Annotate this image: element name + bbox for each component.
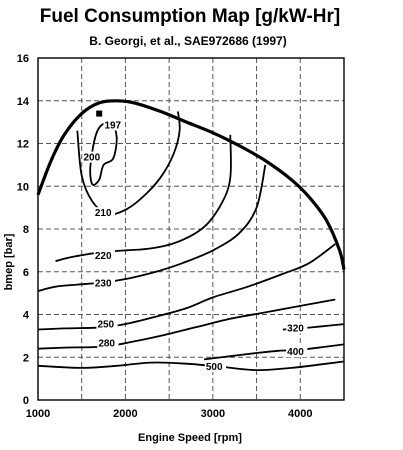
contour-label-bg [286, 346, 308, 358]
fuel-contour [38, 243, 336, 331]
contour-label-bg [204, 361, 227, 373]
y-tick-label: 2 [23, 352, 29, 364]
contour-label-bg [93, 249, 116, 261]
contour-label-bg [103, 119, 125, 131]
contour-label-bg [97, 337, 119, 349]
y-axis-label: bmep [bar] [3, 233, 15, 290]
chart-subtitle: B. Georgi, et al., SAE972686 (1997) [89, 34, 286, 48]
fuel-contour [38, 298, 336, 350]
fuel-contour [38, 360, 344, 372]
y-tick-label: 4 [23, 310, 30, 322]
contour-label-bg [96, 318, 118, 330]
chart-title: Fuel Consumption Map [g/kW-Hr] [40, 6, 340, 27]
fuel-contour-label: 197 [104, 121, 121, 132]
x-tick-label: 3000 [201, 408, 225, 420]
fuel-contours [38, 111, 344, 372]
x-tick-label: 4000 [288, 408, 312, 420]
fuel-contour [38, 164, 267, 292]
y-tick-label: 16 [17, 53, 29, 65]
fuel-contour-label: 500 [206, 362, 223, 373]
fuel-contour [89, 120, 118, 186]
x-tick-label: 2000 [113, 408, 137, 420]
contour-label-bg [93, 277, 116, 289]
fuel-contour [203, 343, 344, 361]
plot-frame [37, 57, 345, 401]
contour-label-bg [93, 207, 116, 219]
fuel-contour [55, 134, 232, 262]
x-tick-label: 1000 [26, 408, 50, 420]
x-axis-label: Engine Speed [rpm] [138, 432, 242, 444]
axis-ticks: 1000 2000 3000 4000 0 2 4 6 8 10 12 14 16 [17, 53, 313, 420]
fuel-contour-label: 280 [98, 339, 115, 350]
labels: 100 HP9080706050403020101972002102202302… [82, 110, 308, 373]
fuel-contour-label: 320 [287, 324, 304, 335]
fuel-contour-label: 200 [83, 153, 100, 164]
fuel-contour [76, 111, 181, 216]
fuel-contour-label: 210 [95, 208, 112, 219]
y-tick-label: 0 [23, 395, 29, 407]
full-load-curve [36, 99, 346, 270]
y-tick-label: 10 [17, 181, 29, 193]
fuel-contour-label: 250 [97, 319, 114, 330]
y-tick-label: 12 [17, 139, 29, 151]
y-tick-label: 6 [23, 267, 29, 279]
full-load-curve-layer [36, 99, 346, 270]
optimum-point-marker [96, 110, 103, 117]
contour-label-bg [286, 322, 308, 334]
fuel-contour-label: 220 [95, 251, 112, 262]
y-tick-label: 14 [17, 96, 30, 108]
fuel-contour-label: 230 [95, 279, 112, 290]
fuel-contour-label: 400 [287, 347, 304, 358]
y-tick-label: 8 [23, 224, 29, 236]
contour-label-bg [82, 151, 104, 163]
